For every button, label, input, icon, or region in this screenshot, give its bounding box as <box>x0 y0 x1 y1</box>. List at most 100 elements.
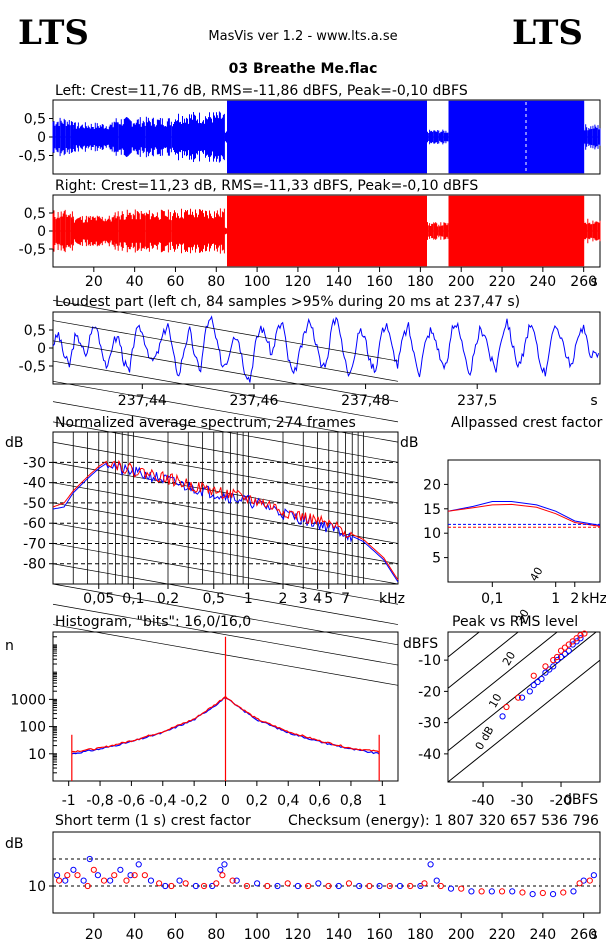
loudest-part-series-line <box>52 315 600 383</box>
peak-vs-rms-point <box>573 638 580 645</box>
waveform-right-ytick-label: 0 <box>37 224 46 240</box>
histogram-xtick-label: 0,4 <box>277 793 299 809</box>
histogram-ytick-label: 100 <box>19 720 46 736</box>
allpassed-crest-series-0 <box>447 501 601 526</box>
peak-vs-rms-point <box>565 641 572 648</box>
short-term-crest-point <box>94 872 102 879</box>
average-spectrum-slope-line <box>52 380 399 443</box>
peak-vs-rms-point <box>526 688 533 695</box>
loudest-part-ytick-label: 0,5 <box>24 323 46 339</box>
histogram-xtick-label: 0,8 <box>340 793 362 809</box>
loudest-part-frame <box>52 311 601 385</box>
short-term-crest-point <box>396 882 404 890</box>
short-term-crest-point <box>147 877 155 884</box>
short-term-crest-point <box>478 888 485 895</box>
short-term-crest-point <box>284 880 291 887</box>
average-spectrum-ytick-label: -50 <box>23 496 46 512</box>
short-term-crest-point <box>213 880 220 887</box>
short-term-crest-xtick-label: 120 <box>285 927 312 943</box>
average-spectrum-series-1 <box>52 459 399 581</box>
peak-vs-rms-point <box>518 694 526 701</box>
average-spectrum-slope-line <box>52 299 399 362</box>
peak-vs-rms-point <box>577 632 584 639</box>
average-spectrum-xtick-label: 7 <box>341 591 350 607</box>
waveform-right-title: Right: Crest=11,23 dB, RMS=-11,33 dBFS, … <box>55 178 478 194</box>
short-term-crest-point <box>447 885 455 892</box>
waveform-right-xtick-label: 60 <box>167 274 185 290</box>
average-spectrum-slope-line <box>52 543 399 605</box>
short-term-crest-point <box>519 889 526 896</box>
short-term-crest-point <box>156 880 163 887</box>
waveform-right-xtick-label: 20 <box>85 274 103 290</box>
short-term-crest-point <box>243 882 250 890</box>
short-term-crest-point <box>162 882 169 890</box>
histogram-xtick-label: 0 <box>221 793 230 809</box>
peak-vs-rms-point <box>569 638 576 645</box>
loudest-part-title: Loudest part (left ch, 84 samples >95% d… <box>55 294 520 310</box>
peak-vs-rms-point <box>577 635 584 642</box>
spectrum-title: Normalized average spectrum, 274 frames <box>55 415 356 431</box>
short-term-crest-point <box>407 882 414 890</box>
logo-left: LTS <box>18 13 89 53</box>
peak-vs-rms-diagonal <box>447 631 558 720</box>
allpassed-crest-ytick-label: 10 <box>423 526 441 542</box>
short-term-crest-point <box>570 888 577 895</box>
histogram-ylabel: n <box>5 638 14 654</box>
loudest-part-xunit-label: s <box>590 393 597 409</box>
short-term-crest-frame <box>52 831 601 914</box>
peak-vs-rms-point <box>503 703 510 711</box>
short-term-crest-point <box>74 872 81 879</box>
short-term-crest-point <box>576 880 583 887</box>
short-term-crest-point <box>254 880 261 887</box>
short-term-crest-point <box>182 880 189 887</box>
average-spectrum-xtick-label: 0,1 <box>122 591 144 607</box>
spectrum-ylabel: dB <box>5 435 24 451</box>
waveform-right-xtick-label: 140 <box>325 274 352 290</box>
loudest-part-xtick-label: 237,5 <box>457 393 497 409</box>
average-spectrum-slope-line <box>52 603 399 666</box>
short-term-crest-point <box>229 877 236 884</box>
peak-vs-rms-point <box>561 644 569 651</box>
peak-rms-title: Peak vs RMS level <box>452 614 578 630</box>
peak-vs-rms-point <box>565 647 572 654</box>
short-term-crest-point <box>192 882 199 890</box>
short-term-crest-point <box>488 888 495 895</box>
histogram-xtick-label: -0,6 <box>118 793 145 809</box>
short-term-crest-point <box>264 882 271 890</box>
average-spectrum-xtick-label: 0,2 <box>157 591 179 607</box>
short-term-crest-xtick-label: 80 <box>207 927 225 943</box>
peak-vs-rms-point <box>573 635 580 642</box>
average-spectrum-slope-line <box>52 502 399 565</box>
app-title: MasVis ver 1.2 - www.lts.a.se <box>208 29 397 44</box>
short-term-crest-xtick-label: 140 <box>325 927 352 943</box>
waveform-right-xtick-label: 200 <box>448 274 475 290</box>
short-term-crest-point <box>376 882 383 890</box>
peak-vs-rms-point <box>557 647 565 654</box>
peak-vs-rms-point <box>530 682 537 689</box>
allpassed-crest-ytick-label: 20 <box>423 477 441 493</box>
short-term-crest-xtick-label: 200 <box>448 927 475 943</box>
short-term-crest-point <box>539 889 546 897</box>
short-term-crest-point <box>233 877 240 884</box>
short-term-ylabel: dB <box>5 836 24 852</box>
histogram-ytick-label: 1000 <box>10 692 46 708</box>
peak-vs-rms-point <box>530 672 537 679</box>
short-term-crest-point <box>560 889 567 896</box>
loudest-part-xtick-label: 237,48 <box>341 393 390 409</box>
average-spectrum-xunit-label: kHz <box>379 591 405 607</box>
peak-vs-rms-point <box>569 641 576 648</box>
short-term-crest-point <box>127 872 134 879</box>
allpassed-crest-series-1 <box>447 503 601 527</box>
average-spectrum-clip-frame <box>52 431 399 585</box>
crest-title: Allpassed crest factor <box>451 415 603 431</box>
loudest-part-ytick-label: -0,5 <box>19 359 46 375</box>
peak-vs-rms-point <box>546 666 553 673</box>
waveform-right-xtick-label: 100 <box>244 274 271 290</box>
average-spectrum-slope-line <box>52 583 399 646</box>
average-spectrum-xtick-label: 0,05 <box>83 591 114 607</box>
peak-rms-ylabel: dBFS <box>403 636 438 652</box>
short-term-crest-point <box>62 877 69 884</box>
short-term-crest-point <box>498 888 506 895</box>
short-term-crest-point <box>509 888 516 895</box>
peak-vs-rms-point <box>550 663 557 670</box>
